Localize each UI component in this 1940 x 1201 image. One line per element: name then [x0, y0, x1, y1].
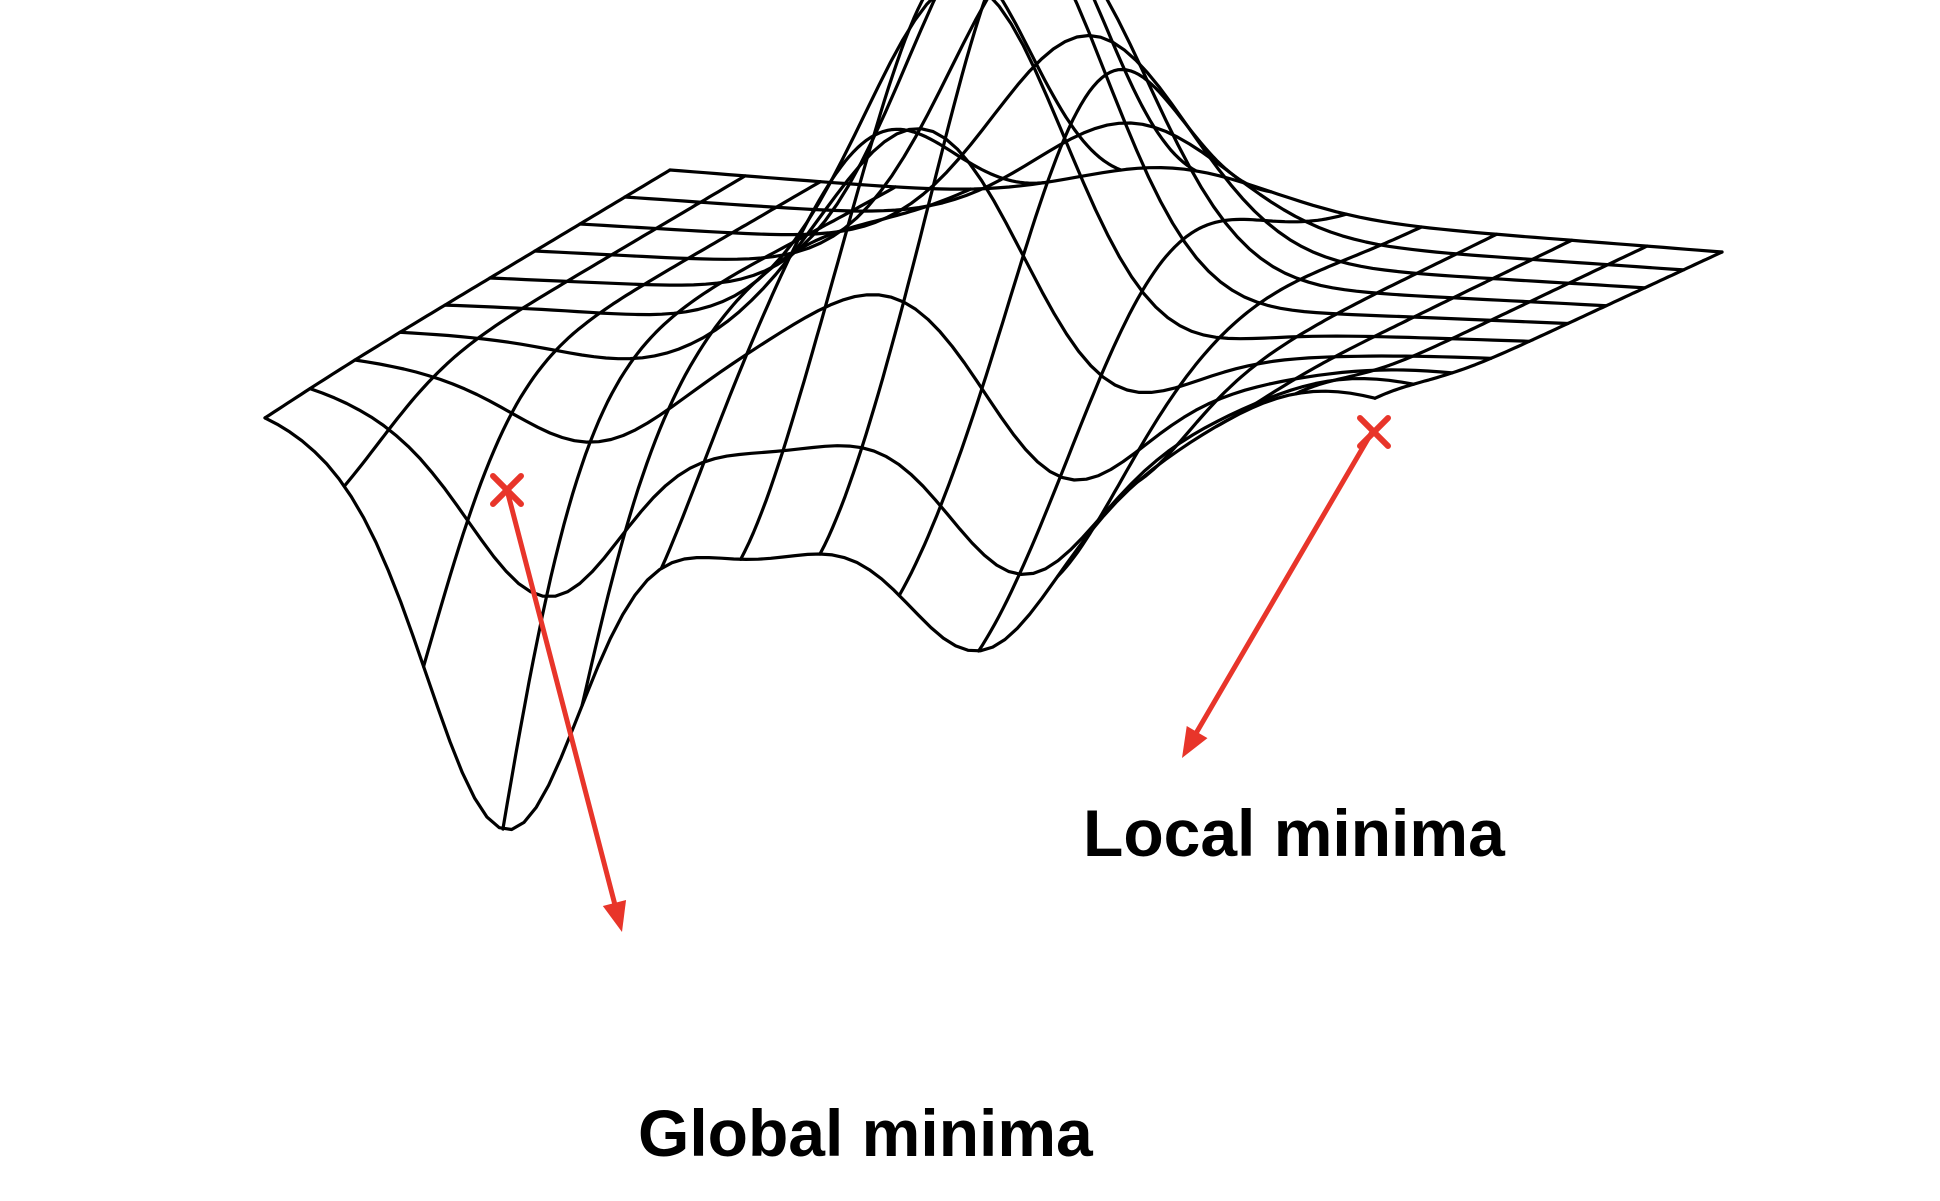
mesh-line	[342, 174, 747, 488]
mesh-line	[263, 389, 1377, 832]
mesh-line	[1294, 244, 1649, 396]
mesh-line	[488, 0, 1570, 326]
mesh-line	[897, 67, 1273, 597]
mesh-line	[422, 180, 822, 668]
local-minima-label: Local minima	[1083, 796, 1505, 870]
mesh-line	[1214, 238, 1574, 428]
mesh-line	[977, 212, 1348, 653]
local-descent-arrow	[1192, 429, 1375, 738]
mesh-line	[398, 127, 1493, 394]
descent-paths	[490, 415, 1391, 932]
mesh-line	[818, 0, 1198, 556]
start-marker-local	[1357, 415, 1391, 449]
local-descent-arrowhead	[1182, 726, 1208, 758]
global-minima-label: Global minima	[638, 1096, 1093, 1170]
mesh-line	[1373, 250, 1724, 400]
mesh-line	[353, 293, 1454, 482]
mesh-line	[501, 185, 897, 831]
global-descent-arrowhead	[602, 899, 627, 932]
mesh-line	[659, 127, 1048, 570]
mesh-line	[443, 0, 1531, 343]
surface-mesh	[263, 0, 1724, 832]
mesh-line	[263, 168, 672, 420]
start-marker-global	[490, 473, 524, 507]
mesh-line	[1056, 225, 1423, 578]
global-descent-arrow	[504, 487, 618, 908]
mesh-line	[1135, 232, 1499, 484]
mesh-line	[578, 33, 1647, 290]
mesh-line	[739, 0, 1123, 561]
mesh-line	[580, 187, 973, 707]
mesh-line	[533, 0, 1608, 308]
